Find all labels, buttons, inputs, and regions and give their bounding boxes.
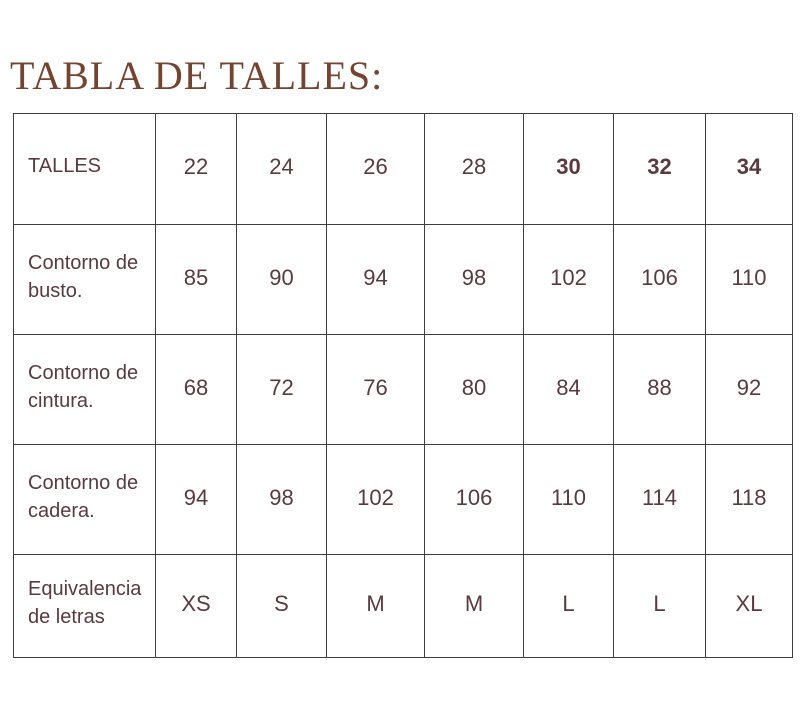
bust-circumference-row-value: 98 (424, 224, 524, 335)
sizes-header-row-value: 30 (523, 113, 614, 225)
sizes-header-row-value: 24 (236, 113, 327, 225)
page: TABLA DE TALLES: TALLES 22 24 26 28 30 32 34 Con… (0, 56, 800, 658)
hip-circumference-row: Contorno de cadera. 94 98 102 106 110 114 118 (13, 444, 793, 555)
sizes-header-row-value: 26 (326, 113, 425, 225)
page-title: TABLA DE TALLES: (10, 53, 384, 98)
bust-circumference-row-value: 110 (705, 224, 793, 335)
hip-circumference-row-value: 102 (326, 444, 425, 555)
sizes-header-row-value: 28 (424, 113, 524, 225)
sizes-header-row-label: TALLES (13, 113, 156, 225)
hip-circumference-row-value: 110 (523, 444, 614, 555)
letter-equivalence-row-label: Equivalencia de letras (13, 554, 156, 658)
bust-circumference-row-value: 106 (613, 224, 706, 335)
size-table: TALLES 22 24 26 28 30 32 34 Contorno de busto. 85… (13, 113, 793, 658)
waist-circumference-row-value: 84 (523, 334, 614, 445)
hip-circumference-row-value: 94 (155, 444, 237, 555)
letter-equivalence-row: Equivalencia de letras XS S M M L L XL (13, 554, 793, 658)
hip-circumference-row-value: 98 (236, 444, 327, 555)
sizes-header-row-value: 32 (613, 113, 706, 225)
letter-equivalence-row-value: S (236, 554, 327, 658)
letter-equivalence-row-value: XS (155, 554, 237, 658)
waist-circumference-row-value: 92 (705, 334, 793, 445)
hip-circumference-row-value: 114 (613, 444, 706, 555)
hip-circumference-row-value: 118 (705, 444, 793, 555)
waist-circumference-row-label: Contorno de cintura. (13, 334, 156, 445)
bust-circumference-row-value: 94 (326, 224, 425, 335)
sizes-header-row: TALLES 22 24 26 28 30 32 34 (13, 113, 793, 225)
sizes-header-row-value: 34 (705, 113, 793, 225)
waist-circumference-row-value: 80 (424, 334, 524, 445)
letter-equivalence-row-value: M (326, 554, 425, 658)
bust-circumference-row: Contorno de busto. 85 90 94 98 102 106 110 (13, 224, 793, 335)
letter-equivalence-row-value: L (523, 554, 614, 658)
waist-circumference-row-value: 72 (236, 334, 327, 445)
waist-circumference-row-value: 88 (613, 334, 706, 445)
letter-equivalence-row-value: XL (705, 554, 793, 658)
letter-equivalence-row-value: L (613, 554, 706, 658)
bust-circumference-row-label: Contorno de busto. (13, 224, 156, 335)
sizes-header-row-value: 22 (155, 113, 237, 225)
bust-circumference-row-value: 85 (155, 224, 237, 335)
bust-circumference-row-value: 90 (236, 224, 327, 335)
bust-circumference-row-value: 102 (523, 224, 614, 335)
waist-circumference-row: Contorno de cintura. 68 72 76 80 84 88 92 (13, 334, 793, 445)
waist-circumference-row-value: 68 (155, 334, 237, 445)
hip-circumference-row-label: Contorno de cadera. (13, 444, 156, 555)
letter-equivalence-row-value: M (424, 554, 524, 658)
waist-circumference-row-value: 76 (326, 334, 425, 445)
hip-circumference-row-value: 106 (424, 444, 524, 555)
size-table-body: TALLES 22 24 26 28 30 32 34 Contorno de busto. 85… (13, 113, 793, 658)
